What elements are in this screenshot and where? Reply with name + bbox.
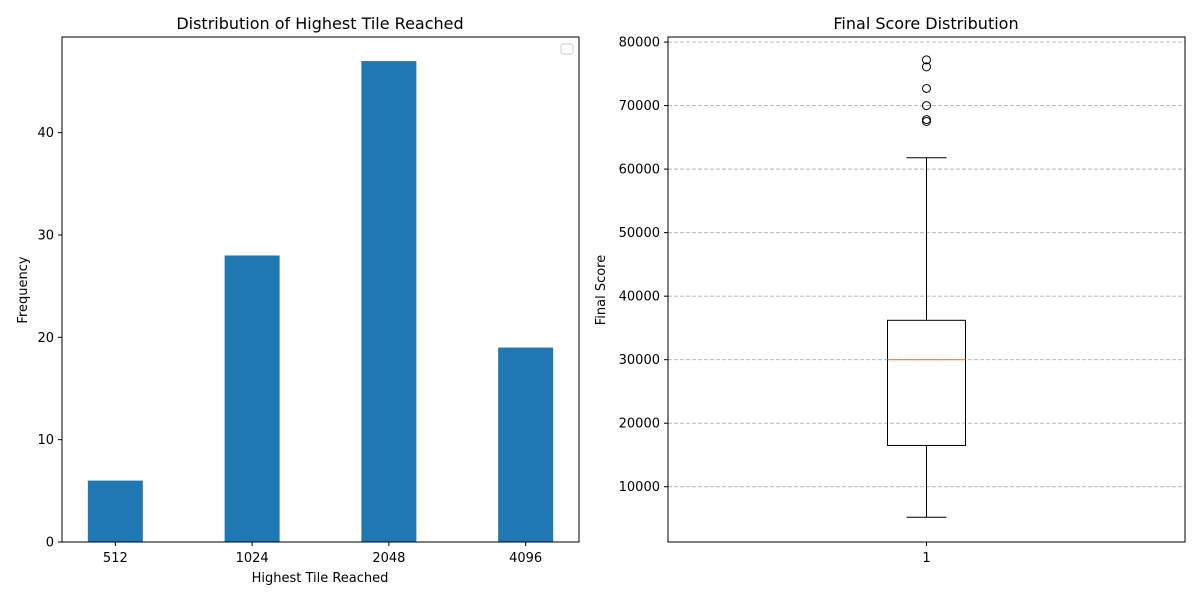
bar-4096 [498, 347, 554, 542]
box-plot-title: Final Score Distribution [833, 14, 1018, 33]
x-tick-label: 512 [103, 551, 128, 566]
y-tick-label: 70000 [619, 99, 660, 114]
outlier-point [922, 83, 931, 93]
outlier-point [922, 116, 931, 126]
box-plot-axes-frame [667, 36, 1186, 543]
y-tick-label: 0 [46, 536, 54, 551]
bar-2048 [361, 61, 417, 543]
x-tick-label: 1 [922, 551, 930, 566]
y-tick-label: 20 [37, 331, 54, 346]
y-tick-label: 10 [37, 433, 54, 448]
y-tick-label: 60000 [619, 163, 660, 178]
bar-chart-legend-box [560, 43, 574, 55]
y-tick-label: 40000 [619, 290, 660, 305]
y-tick-label: 30000 [619, 353, 660, 368]
y-tick-label: 50000 [619, 226, 660, 241]
y-tick-label: 10000 [619, 480, 660, 495]
x-tick-label: 2048 [372, 551, 405, 566]
bar-chart-xlabel: Highest Tile Reached [252, 571, 389, 586]
x-tick-label: 1024 [236, 551, 269, 566]
outlier-point [922, 55, 931, 65]
y-tick-label: 40 [37, 126, 54, 141]
outlier-point [922, 101, 931, 111]
bar-512 [87, 480, 143, 542]
y-tick-label: 80000 [619, 36, 660, 51]
box-plot-panel: Final Score Distribution Final Score 100… [594, 14, 1186, 566]
bar-chart-ylabel: Frequency [16, 256, 31, 323]
box-plot-ylabel: Final Score [594, 255, 609, 326]
y-tick-label: 20000 [619, 417, 660, 432]
outlier-point [922, 115, 931, 125]
bar-1024 [224, 255, 280, 543]
bar-chart-panel: Distribution of Highest Tile Reached Hig… [16, 14, 580, 586]
outlier-point [922, 62, 931, 72]
y-tick-label: 30 [37, 229, 54, 244]
x-tick-label: 4096 [509, 551, 542, 566]
iqr-box [887, 319, 966, 446]
bar-chart-axes-frame [61, 36, 580, 543]
bar-chart-title: Distribution of Highest Tile Reached [176, 14, 463, 33]
